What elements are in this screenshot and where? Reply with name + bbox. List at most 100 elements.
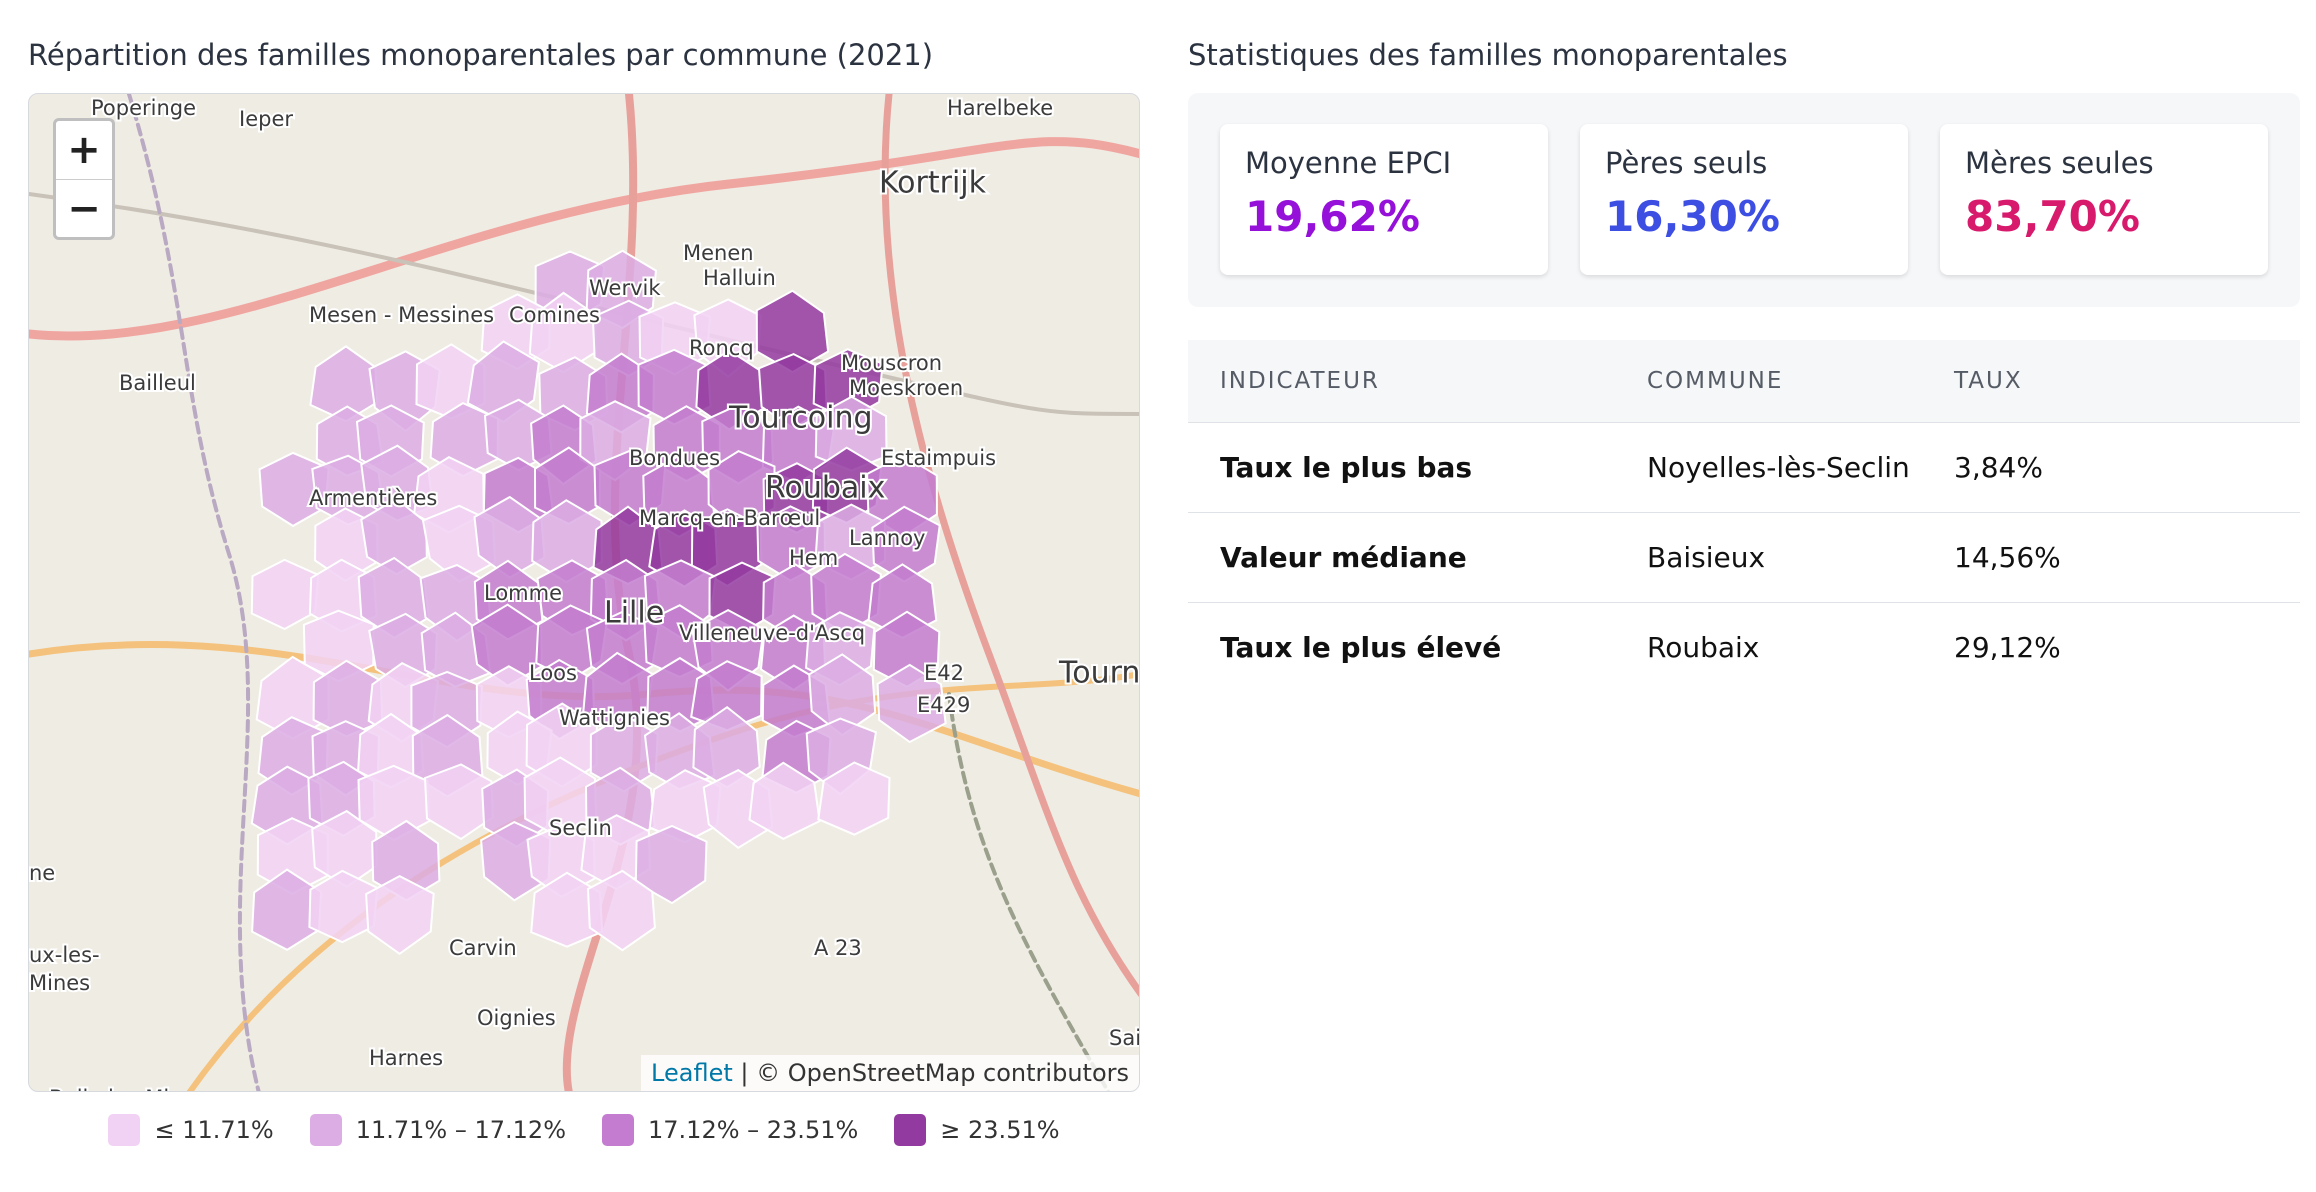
commune: [586, 869, 656, 952]
attribution: Leaflet | © OpenStreetMap contributors: [641, 1055, 1139, 1091]
place-label: Moeskroen: [849, 376, 963, 400]
place-label: Villeneuve-d'Ascq: [679, 621, 865, 645]
table-row: Taux le plus élevé Roubaix 29,12%: [1188, 601, 2300, 692]
place-label: Lille: [604, 596, 664, 631]
place-label: A 23: [814, 936, 862, 960]
place-label: Wervik: [589, 276, 661, 300]
table-row: Taux le plus bas Noyelles-lès-Seclin 3,84%: [1188, 421, 2300, 512]
place-label: Mines: [29, 971, 90, 995]
stat-label: Mères seules: [1965, 146, 2154, 180]
table-cell: Taux le plus bas: [1188, 421, 1615, 512]
place-label: Loos: [529, 661, 577, 685]
legend-item: ≤ 11.71%: [108, 1114, 274, 1146]
place-label: E429: [917, 693, 970, 717]
place-label: Tourcoing: [728, 401, 873, 436]
place-label: Ieper: [239, 107, 293, 131]
place-labels: Poperinge Ieper Harelbeke Kortrijk MenenHall…: [29, 94, 1140, 1092]
table-cell: 29,12%: [1922, 601, 2300, 692]
map-canvas: Poperinge Ieper Harelbeke Kortrijk MenenHall…: [29, 94, 1140, 1092]
place-label: Carvin: [449, 936, 517, 960]
place-label: Bully-les-Mines: [49, 1086, 206, 1092]
zoom-in[interactable]: +: [67, 127, 101, 173]
place-label: Poperinge: [91, 96, 196, 120]
stat-card: Pères seuls 16,30%: [1580, 124, 1908, 275]
table-cell: Roubaix: [1615, 601, 1922, 692]
place-label: Roubaix: [765, 471, 885, 506]
map[interactable]: Poperinge Ieper Harelbeke Kortrijk Menen Hall…: [28, 93, 1140, 1092]
legend-swatch: [309, 1114, 342, 1146]
place-label: Hem: [789, 546, 838, 570]
legend-label: 11.71% – 17.12%: [355, 1116, 566, 1144]
stat-value: 83,70%: [1965, 192, 2140, 241]
commune: [876, 663, 947, 744]
legend-swatch: [894, 1114, 927, 1146]
legend-label: ≥ 23.51%: [940, 1116, 1060, 1144]
place-label: Mouscron: [841, 351, 942, 375]
place-label: Mesen - Messines: [309, 303, 494, 327]
table-header: INDICATEUR COMMUNE TAUX: [1188, 340, 2300, 422]
legend-swatch: [602, 1114, 634, 1146]
stat-label: Pères seuls: [1605, 146, 1768, 180]
place-label: Armentières: [309, 486, 437, 510]
place-label: Menen: [683, 241, 754, 265]
place-label: Oignies: [477, 1006, 556, 1030]
table-cell: 14,56%: [1922, 511, 2300, 602]
legend-label: 17.12% – 23.51%: [648, 1116, 859, 1144]
place-label: Harnes: [369, 1046, 443, 1070]
stats-table: INDICATEUR COMMUNE TAUX Taux le plus bas Noy…: [1188, 340, 2300, 692]
place-label: ux-les-: [29, 943, 100, 967]
attribution-text: | © OpenStreetMap contributors: [740, 1059, 1129, 1087]
legend-item: ≥ 23.51%: [894, 1114, 1060, 1146]
place-label: Comines: [509, 303, 600, 327]
stats-title: Statistiques des familles monoparentales: [1188, 38, 1788, 72]
place-label: Seclin: [549, 816, 612, 840]
place-label: Roncq: [689, 336, 754, 360]
stat-card: Mères seules 83,70%: [1940, 124, 2268, 275]
column-header: INDICATEUR: [1188, 340, 1615, 422]
stat-label: Moyenne EPCI: [1245, 146, 1452, 180]
legend-item: 17.12% – 23.51%: [602, 1114, 858, 1146]
place-label: E42: [924, 661, 964, 685]
zoom-out[interactable]: −: [56, 179, 112, 237]
table-cell: Noyelles-lès-Seclin: [1615, 421, 1922, 512]
place-label: Marcq-en-Barœul: [639, 506, 820, 530]
zoom-control: + −: [53, 118, 115, 240]
legend-swatch: [108, 1114, 141, 1146]
legend-item: 11.71% – 17.12%: [309, 1114, 566, 1146]
place-label: Bondues: [629, 446, 720, 470]
place-label: Lannoy: [849, 526, 925, 550]
table-cell: 3,84%: [1922, 421, 2300, 512]
place-label: Lomme: [484, 581, 562, 605]
commune: [817, 761, 891, 836]
place-label: Kortrijk: [879, 166, 987, 201]
legend: ≤ 11.71% 11.71% – 17.12% 17.12% – 23.51% ≥ …: [0, 1114, 1168, 1146]
table-row: Valeur médiane Baisieux 14,56%: [1188, 511, 2300, 602]
commune: [365, 874, 435, 956]
place-label: Halluin: [703, 266, 776, 290]
table-cell: Taux le plus élevé: [1188, 601, 1615, 692]
column-header: COMMUNE: [1615, 340, 1922, 422]
stats-cards: Moyenne EPCI 19,62% Pères seuls 16,30% Mères…: [1188, 93, 2300, 307]
commune: [250, 558, 320, 631]
stat-value: 16,30%: [1605, 192, 1780, 241]
commune: [634, 824, 708, 905]
commune: [748, 761, 821, 841]
place-label: Wattignies: [559, 706, 670, 730]
map-title: Répartition des familles monoparentales …: [28, 38, 934, 72]
stat-card: Moyenne EPCI 19,62%: [1220, 124, 1548, 275]
place-label: Harelbeke: [947, 96, 1053, 120]
place-label: Bailleul: [119, 371, 196, 395]
column-header: TAUX: [1922, 340, 2300, 422]
leaflet-link[interactable]: Leaflet: [651, 1059, 733, 1087]
table-cell: Valeur médiane: [1188, 511, 1615, 602]
place-label: Sain: [1109, 1026, 1140, 1050]
table-cell: Baisieux: [1615, 511, 1922, 602]
communes: [250, 249, 947, 956]
commune: [423, 763, 494, 841]
place-label: Tourna: [1058, 656, 1140, 691]
stat-value: 19,62%: [1245, 192, 1420, 241]
place-label: ne: [29, 861, 55, 885]
legend-label: ≤ 11.71%: [154, 1116, 274, 1144]
